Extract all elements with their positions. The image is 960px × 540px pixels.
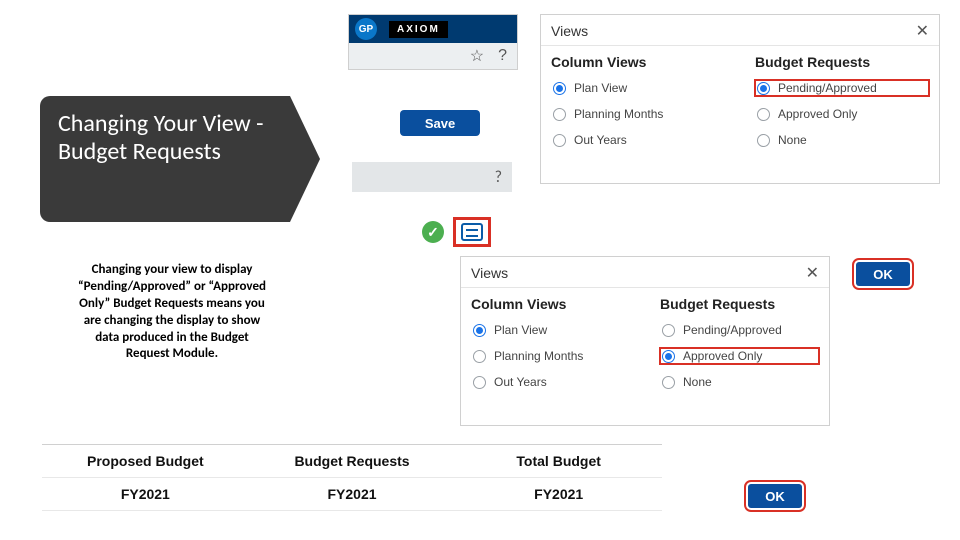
radio-pending-approved[interactable]: Pending/Approved: [660, 322, 819, 338]
icon-row: ✓: [422, 218, 490, 246]
views-panel-1: Views ✕ Column Views Plan View Planning …: [540, 14, 940, 184]
radio-none[interactable]: None: [755, 132, 929, 148]
ok-button[interactable]: OK: [856, 262, 910, 286]
axiom-logo: AXIOM: [389, 21, 448, 38]
budget-requests-group: Budget Requests Pending/Approved Approve…: [660, 296, 819, 400]
views-columns: Column Views Plan View Planning Months O…: [461, 288, 829, 402]
fy-proposed: FY2021: [42, 478, 249, 511]
budget-requests-title: Budget Requests: [755, 54, 929, 70]
title-text: Changing Your View - Budget Requests: [58, 109, 264, 166]
radio-pending-approved[interactable]: Pending/Approved: [755, 80, 929, 96]
radio-out-years[interactable]: Out Years: [551, 132, 725, 148]
secondary-toolbar: ?: [352, 162, 512, 192]
list-icon: [461, 223, 483, 241]
views-panel-title: Views: [551, 23, 588, 39]
slide-title: Changing Your View - Budget Requests: [40, 96, 290, 222]
views-panel-header: Views ✕: [461, 257, 829, 288]
star-icon[interactable]: ☆: [470, 46, 484, 66]
views-panel-title: Views: [471, 265, 508, 281]
radio-out-years[interactable]: Out Years: [471, 374, 630, 390]
radio-plan-view[interactable]: Plan View: [471, 322, 630, 338]
close-icon[interactable]: ✕: [916, 21, 929, 41]
col-budget-requests: Budget Requests: [249, 445, 456, 478]
column-views-title: Column Views: [471, 296, 630, 312]
check-circle-icon: ✓: [422, 221, 444, 243]
save-button[interactable]: Save: [400, 110, 480, 136]
close-icon[interactable]: ✕: [806, 263, 819, 283]
help-icon[interactable]: ?: [495, 168, 502, 187]
col-proposed-budget: Proposed Budget: [42, 445, 249, 478]
budget-summary-table: Proposed Budget Budget Requests Total Bu…: [42, 444, 662, 511]
table-sub-row: FY2021 FY2021 FY2021: [42, 478, 662, 511]
column-views-group: Column Views Plan View Planning Months O…: [551, 54, 725, 158]
views-panel-header: Views ✕: [541, 15, 939, 46]
column-views-title: Column Views: [551, 54, 725, 70]
views-columns: Column Views Plan View Planning Months O…: [541, 46, 939, 160]
radio-none[interactable]: None: [660, 374, 819, 390]
table-header-row: Proposed Budget Budget Requests Total Bu…: [42, 445, 662, 478]
col-total-budget: Total Budget: [455, 445, 662, 478]
radio-approved-only[interactable]: Approved Only: [755, 106, 929, 122]
slide-description: Changing your view to display “Pending/A…: [72, 262, 272, 363]
budget-requests-group: Budget Requests Pending/Approved Approve…: [755, 54, 929, 158]
axiom-toolbar: ☆ ?: [349, 43, 517, 69]
radio-plan-view[interactable]: Plan View: [551, 80, 725, 96]
radio-planning-months[interactable]: Planning Months: [471, 348, 630, 364]
radio-planning-months[interactable]: Planning Months: [551, 106, 725, 122]
axiom-header-screenshot: GP AXIOM ☆ ?: [348, 14, 518, 70]
column-views-group: Column Views Plan View Planning Months O…: [471, 296, 630, 400]
list-view-button[interactable]: [454, 218, 490, 246]
fy-total: FY2021: [455, 478, 662, 511]
help-icon[interactable]: ?: [498, 47, 507, 65]
views-panel-2: Views ✕ Column Views Plan View Planning …: [460, 256, 830, 426]
gp-avatar: GP: [355, 18, 377, 40]
fy-requests: FY2021: [249, 478, 456, 511]
budget-requests-title: Budget Requests: [660, 296, 819, 312]
ok-button[interactable]: OK: [748, 484, 802, 508]
axiom-top-bar: GP AXIOM: [349, 15, 517, 43]
radio-approved-only[interactable]: Approved Only: [660, 348, 819, 364]
